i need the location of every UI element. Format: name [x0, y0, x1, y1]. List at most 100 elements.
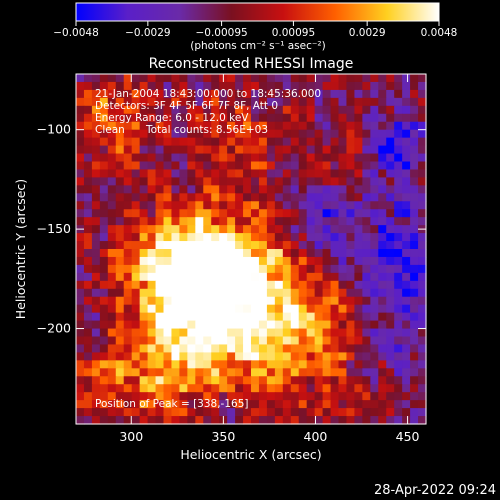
heatmap-cell [266, 400, 276, 409]
heatmap-cell [227, 416, 236, 425]
heatmap-cell [155, 105, 165, 115]
heatmap-cell [179, 193, 188, 202]
heatmap-cell [330, 272, 340, 282]
heatmap-cell [163, 288, 173, 298]
heatmap-cell [266, 384, 276, 393]
x-axis: 300 350 400 450 [119, 74, 420, 444]
heatmap-cell [290, 296, 300, 306]
heatmap-cell [386, 121, 395, 131]
heatmap-cell [298, 312, 308, 322]
heatmap-cell [91, 249, 101, 258]
heatmap-cell [298, 296, 308, 306]
heatmap-cell [298, 392, 308, 401]
heatmap-cell [330, 201, 340, 210]
heatmap-cell [290, 217, 300, 226]
heatmap-cell [354, 280, 363, 290]
heatmap-cell [179, 376, 188, 385]
heatmap-cell [251, 121, 260, 131]
heatmap-cell [410, 74, 419, 83]
heatmap-cell [410, 81, 419, 91]
heatmap-cell [370, 137, 379, 147]
heatmap-cell [76, 280, 85, 290]
heatmap-cell [290, 121, 300, 131]
heatmap-cell [115, 336, 125, 346]
heatmap-cell [131, 352, 141, 361]
heatmap-cell [290, 416, 300, 425]
heatmap-cell [298, 249, 308, 258]
heatmap-cell [91, 121, 101, 131]
heatmap-cell [131, 161, 141, 171]
heatmap-cell [163, 280, 173, 290]
heatmap-cell [115, 272, 125, 282]
heatmap-cell [378, 408, 387, 417]
heatmap-cell [123, 328, 133, 338]
heatmap-cell [163, 137, 173, 147]
heatmap-cell [155, 241, 165, 250]
heatmap-cell [243, 344, 252, 353]
heatmap-cell [139, 201, 149, 210]
heatmap-cell [227, 169, 236, 178]
heatmap-cell [99, 233, 109, 242]
heatmap-cell [131, 392, 141, 401]
heatmap-cell [362, 416, 371, 425]
heatmap-cell [163, 129, 173, 139]
heatmap-cell [282, 408, 292, 417]
heatmap-cell [235, 145, 244, 155]
heatmap-cell [163, 320, 173, 330]
heatmap-cell [123, 121, 133, 131]
heatmap-cell [147, 169, 157, 178]
heatmap-cell [115, 153, 125, 163]
x-tick-label: 350 [211, 429, 235, 444]
heatmap-cell [123, 217, 133, 226]
heatmap-cell [219, 328, 228, 338]
heatmap-cell [251, 201, 260, 210]
annotation-counts: Total counts: 8.56E+03 [145, 124, 268, 136]
heatmap-cell [418, 97, 427, 107]
heatmap-cell [338, 336, 348, 346]
heatmap-cell [227, 121, 236, 131]
heatmap-cell [131, 129, 141, 139]
heatmap-cell [394, 217, 403, 226]
heatmap-cell [227, 74, 236, 83]
heatmap-cell [251, 288, 260, 298]
heatmap-cell [378, 225, 387, 234]
colorbar-tick-label: 0.0029 [349, 27, 386, 39]
heatmap-cell [378, 233, 387, 242]
heatmap-cell [235, 272, 244, 282]
heatmap-cell [266, 209, 276, 218]
heatmap-cell [139, 344, 149, 353]
heatmap-cell [243, 201, 252, 210]
heatmap-cell [394, 81, 403, 91]
heatmap-cell [83, 217, 93, 226]
heatmap-cell [266, 344, 276, 353]
heatmap-cell [330, 376, 340, 385]
heatmap-cell [330, 256, 340, 266]
heatmap-cell [155, 272, 165, 282]
heatmap-cell [179, 416, 188, 425]
heatmap-cell [107, 161, 117, 171]
heatmap-cell [115, 416, 125, 425]
heatmap-cell [251, 376, 260, 385]
heatmap-cell [362, 384, 371, 393]
heatmap-cell [266, 137, 276, 147]
heatmap-cell [91, 233, 101, 242]
heatmap-cell [123, 320, 133, 330]
heatmap-cell [418, 121, 427, 131]
heatmap-cell [107, 169, 117, 178]
heatmap-cell [394, 201, 403, 210]
heatmap-cell [147, 280, 157, 290]
heatmap-cell [394, 185, 403, 194]
heatmap-cell [179, 145, 188, 155]
heatmap-cell [306, 360, 316, 369]
heatmap-cell [378, 368, 387, 377]
heatmap-cell [282, 288, 292, 298]
heatmap-cell [76, 328, 85, 338]
heatmap-cell [131, 193, 141, 202]
heatmap-cell [147, 89, 157, 99]
heatmap-cell [290, 105, 300, 115]
heatmap-cell [266, 217, 276, 226]
heatmap-cell [83, 225, 93, 234]
heatmap-cell [346, 169, 355, 178]
heatmap-cell [123, 209, 133, 218]
